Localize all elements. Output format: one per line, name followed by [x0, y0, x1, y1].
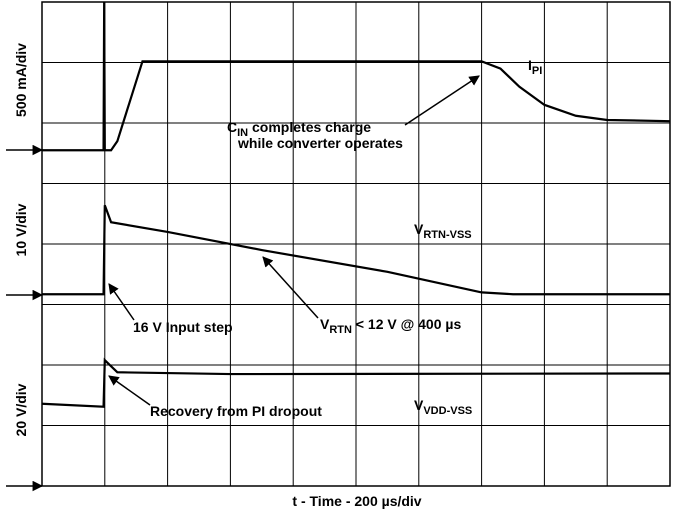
y-axis-label: 500 mA/div [13, 43, 29, 117]
annotation-text: C [227, 119, 237, 135]
annotation: IPI [528, 57, 542, 77]
x-axis-label: t - Time - 200 µs/div [292, 493, 421, 509]
annotation: CIN completes charge [227, 119, 371, 139]
traces [41, 1, 671, 408]
y-axis-label: 20 V/div [13, 383, 29, 436]
annotation-text: I [528, 57, 532, 73]
annotation-text: completes charge [248, 119, 371, 135]
y-axis-label: 10 V/div [13, 203, 29, 256]
annotation-text: V [414, 397, 424, 413]
annotation: Recovery from PI dropout [150, 403, 322, 419]
annotation-arrow [404, 75, 480, 126]
grid [41, 1, 671, 487]
annotation-arrow [108, 283, 135, 321]
annotation-arrow [262, 256, 319, 319]
annotation-text: V [414, 221, 424, 237]
annotation-sub: RTN-VSS [423, 229, 471, 241]
annotation: VVDD-VSS [414, 397, 472, 417]
trace [41, 357, 671, 408]
annotation-sub: IN [237, 127, 248, 139]
trace [42, 1, 671, 152]
annotation: 16 V Input step [133, 319, 233, 335]
annotation-sub: RTN [329, 324, 352, 336]
annotation-sub: VDD-VSS [423, 405, 472, 417]
annotation-text: V [320, 316, 330, 332]
annotation: VRTN < 12 V @ 400 µs [320, 316, 461, 336]
annotation: while converter operates [237, 135, 403, 151]
annotation-text: < 12 V @ 400 µs [352, 316, 462, 332]
annotation-arrow [108, 375, 151, 406]
trace [42, 204, 670, 296]
annotation: VRTN-VSS [414, 221, 472, 241]
plot-frame [41, 1, 671, 487]
annotation-sub: PI [532, 65, 542, 77]
